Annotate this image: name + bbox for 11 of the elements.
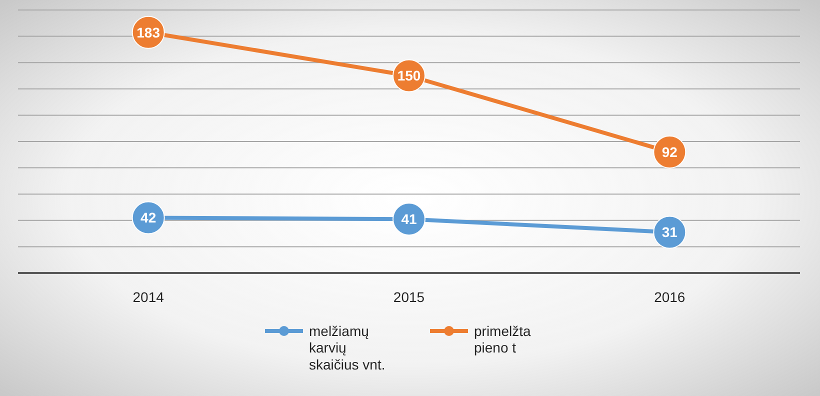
data-label: 41 — [401, 210, 417, 227]
data-label: 183 — [136, 24, 160, 40]
data-label: 42 — [140, 210, 156, 226]
legend-label: primelžta pieno t — [474, 322, 532, 356]
x-tick-label: 2015 — [393, 289, 425, 305]
x-tick-label: 2016 — [654, 289, 686, 305]
data-label: 150 — [397, 68, 421, 84]
data-label: 92 — [662, 144, 678, 160]
legend-label: melžiamų karvių skaičius vnt. — [309, 322, 386, 372]
x-tick-label: 2014 — [132, 289, 164, 305]
data-label: 31 — [662, 224, 678, 240]
